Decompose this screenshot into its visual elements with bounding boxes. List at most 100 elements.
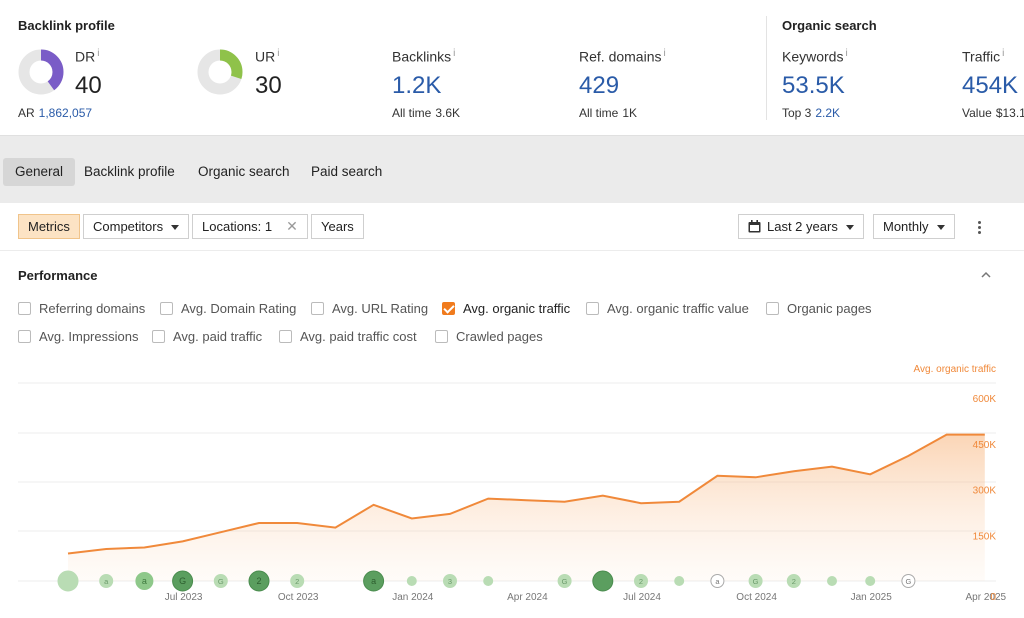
locations-filter[interactable]: Locations: 1 ✕ [192, 214, 308, 239]
event-marker-dot[interactable] [57, 570, 79, 592]
event-marker[interactable]: G [557, 574, 572, 588]
metric-checkbox[interactable]: Avg. paid traffic cost [279, 329, 417, 345]
info-icon[interactable]: i [97, 48, 100, 59]
ar-value[interactable]: 1,862,057 [38, 106, 93, 120]
years-button[interactable]: Years [311, 214, 364, 239]
tab-general[interactable]: General [3, 158, 76, 186]
event-marker[interactable] [483, 576, 494, 586]
event-marker[interactable]: a [135, 572, 154, 590]
event-marker[interactable]: 2 [634, 574, 648, 588]
event-marker[interactable]: a [99, 574, 114, 588]
event-marker-dot[interactable] [99, 574, 114, 588]
checkbox-empty-icon[interactable] [18, 302, 31, 315]
interval-dropdown[interactable]: Monthly [873, 214, 955, 239]
info-icon[interactable]: i [277, 48, 280, 59]
event-marker-dot[interactable] [483, 576, 494, 586]
info-icon[interactable]: i [453, 48, 456, 59]
event-marker-dot[interactable] [786, 574, 801, 588]
backlinks-value[interactable]: 1.2K [392, 72, 442, 99]
event-marker-dot[interactable] [363, 570, 385, 592]
event-marker-dot[interactable] [557, 574, 572, 588]
event-marker-dot[interactable] [592, 570, 614, 592]
dr-donut [18, 49, 64, 95]
info-icon[interactable]: i [663, 48, 666, 59]
event-marker-dot[interactable] [443, 574, 457, 588]
event-marker-dot[interactable] [710, 574, 725, 588]
event-marker[interactable] [592, 570, 614, 592]
metrics-button[interactable]: Metrics [18, 214, 80, 239]
info-icon[interactable]: i [845, 48, 848, 59]
chevron-up-icon[interactable] [981, 270, 991, 280]
event-marker[interactable]: 2 [248, 570, 270, 592]
event-marker-dot[interactable] [634, 574, 648, 588]
info-icon[interactable]: i [1002, 48, 1005, 59]
event-marker-dot[interactable] [827, 576, 837, 586]
metric-checkbox[interactable]: Avg. URL Rating [311, 301, 428, 317]
metric-checkbox[interactable]: Avg. paid traffic [152, 329, 262, 345]
series-line-avg-organic-traffic[interactable] [67, 433, 985, 555]
event-marker[interactable] [57, 570, 79, 592]
checkbox-empty-icon[interactable] [279, 330, 292, 343]
event-marker[interactable]: 2 [290, 574, 305, 588]
tab-organic-search[interactable]: Organic search [198, 164, 290, 179]
event-marker-dot[interactable] [865, 576, 876, 586]
checkbox-checked-icon[interactable] [442, 302, 455, 315]
metric-checkbox[interactable]: Avg. organic traffic value [586, 301, 749, 317]
event-marker-dot[interactable] [748, 574, 763, 588]
event-marker[interactable]: 3 [443, 574, 457, 588]
event-marker-dot[interactable] [248, 570, 270, 592]
ref-domains-value[interactable]: 429 [579, 72, 620, 99]
event-marker-dot[interactable] [901, 574, 916, 588]
more-options-icon[interactable] [974, 219, 984, 237]
y-tick-label: 300K [973, 486, 997, 497]
backlinks-label: Backlinks i [392, 48, 456, 65]
keywords-label: Keywords i [782, 48, 848, 65]
close-icon[interactable]: ✕ [286, 218, 298, 234]
event-marker[interactable]: G [172, 570, 194, 592]
event-marker[interactable]: G [901, 574, 916, 588]
traffic-value[interactable]: 454K [962, 72, 1019, 99]
checkbox-empty-icon[interactable] [586, 302, 599, 315]
backlink-profile-title: Backlink profile [18, 18, 115, 33]
checkbox-empty-icon[interactable] [152, 330, 165, 343]
date-range-dropdown[interactable]: Last 2 years [738, 214, 864, 239]
event-marker-label: a [371, 576, 376, 586]
tab-backlink-profile[interactable]: Backlink profile [84, 164, 175, 179]
metric-checkbox[interactable]: Referring domains [18, 301, 145, 317]
metric-checkbox[interactable]: Avg. Domain Rating [160, 301, 296, 317]
checkbox-empty-icon[interactable] [766, 302, 779, 315]
event-marker[interactable] [406, 576, 417, 586]
metric-checkbox[interactable]: Avg. organic traffic [442, 301, 570, 317]
event-marker-label: G [562, 577, 568, 586]
event-marker-dot[interactable] [135, 572, 154, 590]
performance-chart: a a G G 2 2 a 3 G 2 a G 2 G Jul 2023 Oct 2023 Jan 2024 A… [18, 364, 1007, 603]
competitors-dropdown[interactable]: Competitors [83, 214, 190, 239]
x-tick-label: Jan 2024 [392, 592, 434, 603]
event-marker-dot[interactable] [406, 576, 417, 586]
metric-checkbox[interactable]: Avg. Impressions [18, 329, 138, 345]
metric-checkbox-label: Referring domains [39, 301, 146, 316]
backlinks-all-time: All time 3.6K [392, 106, 461, 120]
metric-checkbox[interactable]: Organic pages [766, 301, 872, 317]
event-marker[interactable]: G [213, 574, 228, 588]
event-marker-dot[interactable] [172, 570, 194, 592]
metric-checkbox[interactable]: Crawled pages [435, 329, 543, 345]
tab-paid-search[interactable]: Paid search [311, 164, 383, 179]
event-marker[interactable]: a [363, 570, 385, 592]
checkbox-empty-icon[interactable] [311, 302, 324, 315]
event-marker[interactable] [674, 576, 685, 586]
event-marker[interactable] [865, 576, 876, 586]
keywords-value[interactable]: 53.5K [782, 72, 845, 99]
event-marker-label: a [142, 576, 147, 586]
checkbox-empty-icon[interactable] [18, 330, 31, 343]
checkbox-empty-icon[interactable] [435, 330, 448, 343]
event-marker[interactable]: G [748, 574, 763, 588]
event-marker[interactable] [827, 576, 837, 586]
event-marker-dot[interactable] [674, 576, 685, 586]
event-marker-dot[interactable] [290, 574, 305, 588]
event-marker[interactable]: 2 [786, 574, 801, 588]
event-marker-dot[interactable] [213, 574, 228, 588]
event-marker[interactable]: a [710, 574, 725, 588]
event-marker-label: G [218, 577, 224, 586]
checkbox-empty-icon[interactable] [160, 302, 173, 315]
